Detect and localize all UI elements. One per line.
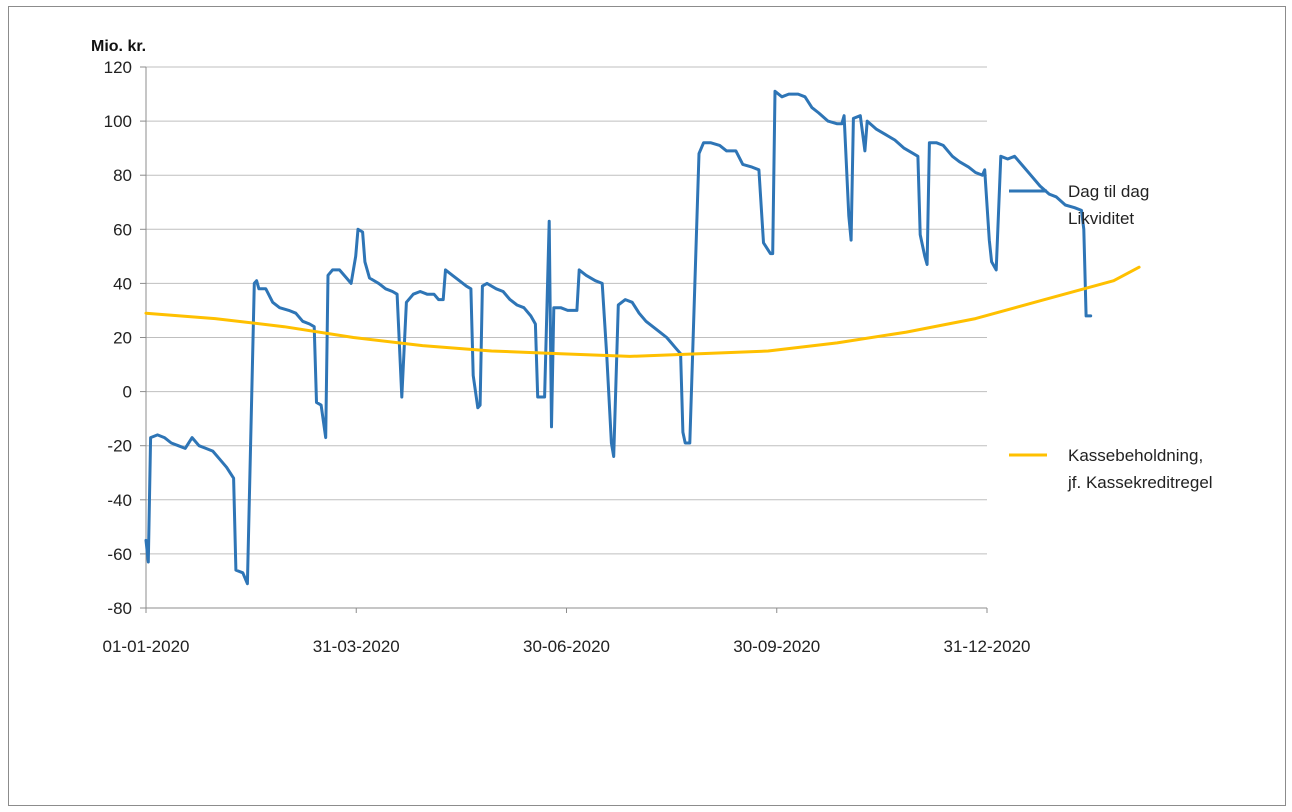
axes: 120 100 80 60 40 20 0 -20 -40 -60 -80 01-01-2020 31-…: [103, 58, 1031, 656]
y-tick-label: -20: [107, 437, 132, 456]
x-tick-label: 31-12-2020: [944, 637, 1031, 656]
x-tick-label: 01-01-2020: [103, 637, 190, 656]
legend-label: Likviditet: [1068, 209, 1134, 228]
series-line-2: [144, 265, 1141, 358]
y-tick-label: -80: [107, 599, 132, 618]
y-tick-label: 120: [104, 58, 132, 77]
legend: Dag til dag Likviditet Kassebeholdning, jf.…: [1009, 182, 1213, 492]
line-chart: 120 100 80 60 40 20 0 -20 -40 -60 -80 01-01-2020 31-…: [91, 38, 1213, 656]
y-tick-label: -40: [107, 491, 132, 510]
x-tick-label: 31-03-2020: [313, 637, 400, 656]
y-tick-label: 100: [104, 112, 132, 131]
series-lines: [144, 89, 1141, 586]
y-axis-label: Mio. kr.: [91, 38, 146, 55]
legend-label: Kassebeholdning,: [1068, 446, 1203, 465]
y-tick-label: -60: [107, 545, 132, 564]
y-tick-label: 20: [113, 329, 132, 348]
y-tick-label: 80: [113, 166, 132, 185]
chart-frame: 120 100 80 60 40 20 0 -20 -40 -60 -80 01-01-2020 31-…: [8, 6, 1286, 806]
legend-label: jf. Kassekreditregel: [1067, 473, 1213, 492]
gridlines: [146, 66, 987, 555]
x-tick-label: 30-09-2020: [733, 637, 820, 656]
series-line-1: [144, 89, 1093, 586]
y-tick-label: 60: [113, 220, 132, 239]
legend-label: Dag til dag: [1068, 182, 1149, 201]
x-tick-label: 30-06-2020: [523, 637, 610, 656]
y-tick-label: 0: [123, 383, 132, 402]
y-tick-label: 40: [113, 274, 132, 293]
